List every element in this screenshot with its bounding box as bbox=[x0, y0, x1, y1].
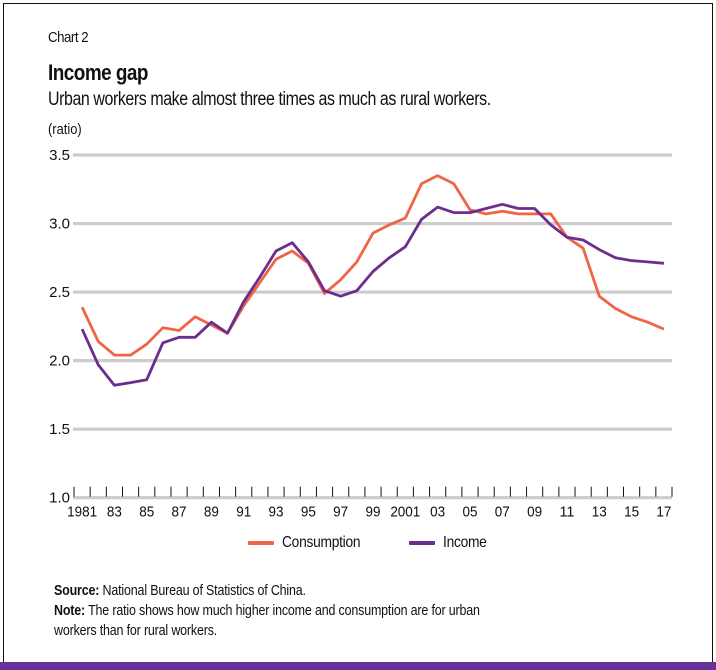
x-tick-label: 1981 bbox=[67, 504, 97, 521]
x-axis-ticks: 1981 83 85 87 89 91 93 95 97 99 2001 03 05 07 09 11 13 15… bbox=[67, 486, 673, 521]
y-tick-label: 2.0 bbox=[49, 353, 70, 370]
chart-title: Income gap bbox=[48, 60, 148, 85]
y-axis-ticks: 1.0 1.5 2.0 2.5 3.0 3.5 bbox=[49, 147, 70, 507]
x-tick-label: 91 bbox=[236, 504, 251, 521]
series-line-income bbox=[80, 202, 665, 387]
x-tick-label: 2001 bbox=[390, 504, 420, 521]
x-tick-label: 09 bbox=[527, 504, 542, 521]
x-tick-label: 03 bbox=[430, 504, 445, 521]
source-line: Source: National Bureau of Statistics of… bbox=[54, 581, 604, 601]
gridlines bbox=[73, 153, 672, 500]
x-tick-label: 87 bbox=[172, 504, 187, 521]
note-label: Note: bbox=[54, 603, 86, 619]
note-text-1: The ratio shows how much higher income a… bbox=[88, 603, 480, 619]
note-text-2: workers than for rural workers. bbox=[54, 623, 218, 639]
x-tick-label: 95 bbox=[301, 504, 316, 521]
x-tick-label: 97 bbox=[333, 504, 348, 521]
legend-swatch-income bbox=[408, 541, 435, 545]
x-tick-label: 83 bbox=[107, 504, 122, 521]
legend: Consumption Income bbox=[248, 534, 530, 552]
x-tick-label: 13 bbox=[592, 504, 607, 521]
legend-item-consumption: Consumption bbox=[248, 534, 373, 552]
x-tick-label: 93 bbox=[269, 504, 284, 521]
chart-footer: Source: National Bureau of Statistics of… bbox=[54, 581, 694, 641]
chart-subtitle: Urban workers make almost three times as… bbox=[48, 89, 491, 110]
x-tick-label: 17 bbox=[656, 504, 671, 521]
legend-label-consumption: Consumption bbox=[282, 534, 361, 551]
series-lines bbox=[80, 174, 665, 387]
y-tick-label: 3.0 bbox=[49, 216, 70, 233]
y-axis-unit-label: (ratio) bbox=[48, 121, 82, 138]
bottom-accent-bar bbox=[0, 662, 716, 670]
series-line-consumption bbox=[80, 174, 665, 357]
legend-label-income: Income bbox=[442, 534, 487, 551]
note-line-2: workers than for rural workers. bbox=[54, 621, 604, 641]
x-tick-label: 07 bbox=[495, 504, 510, 521]
note-line: Note: The ratio shows how much higher in… bbox=[54, 601, 604, 621]
y-tick-label: 2.5 bbox=[49, 284, 70, 301]
x-tick-label: 15 bbox=[624, 504, 639, 521]
y-tick-label: 1.5 bbox=[49, 421, 70, 438]
chart-number: Chart 2 bbox=[48, 29, 89, 46]
legend-swatch-consumption bbox=[248, 541, 274, 545]
source-label: Source: bbox=[54, 583, 100, 599]
x-tick-label: 89 bbox=[204, 504, 219, 521]
x-tick-label: 85 bbox=[139, 504, 154, 521]
legend-item-income: Income bbox=[408, 534, 494, 552]
y-tick-label: 3.5 bbox=[49, 147, 70, 164]
source-text: National Bureau of Statistics of China. bbox=[102, 583, 306, 599]
x-tick-label: 99 bbox=[366, 504, 381, 521]
x-tick-label: 11 bbox=[559, 504, 574, 521]
chart-frame bbox=[3, 3, 713, 667]
y-tick-label: 1.0 bbox=[49, 490, 70, 507]
x-tick-label: 05 bbox=[462, 504, 477, 521]
